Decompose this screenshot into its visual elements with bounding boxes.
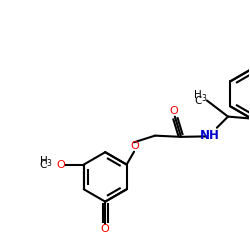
Text: 3: 3 (46, 159, 51, 168)
Text: C: C (195, 96, 202, 106)
Text: 3: 3 (202, 94, 206, 102)
Text: NH: NH (200, 129, 220, 142)
Text: H: H (40, 156, 48, 166)
Text: O: O (101, 224, 110, 234)
Text: O: O (169, 106, 178, 116)
Text: H: H (194, 90, 202, 100)
Text: O: O (56, 160, 65, 170)
Text: O: O (130, 141, 139, 151)
Text: C: C (40, 160, 47, 170)
